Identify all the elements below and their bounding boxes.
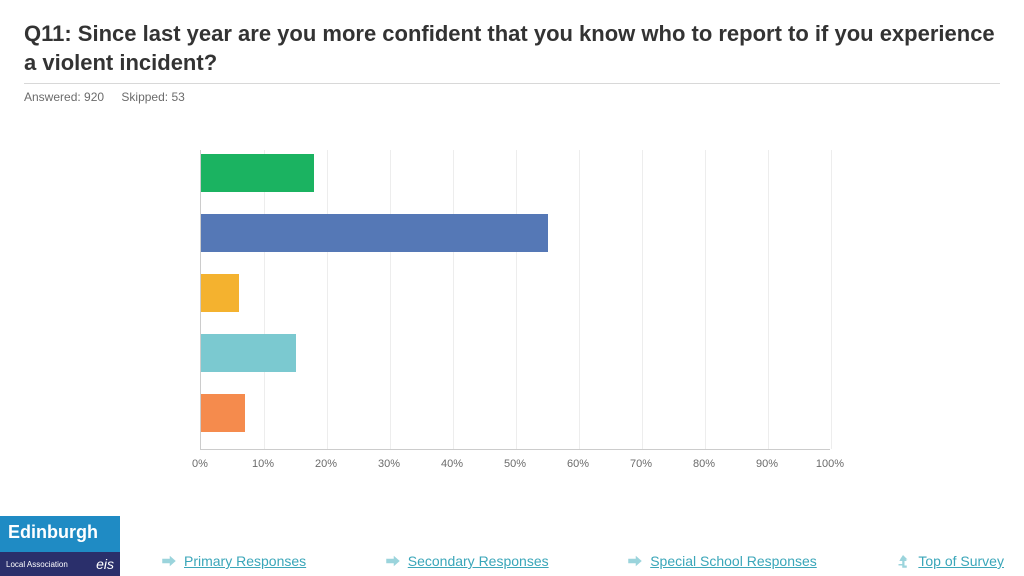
logo-main: Edinburgh <box>8 522 112 543</box>
response-meta: Answered: 920 Skipped: 53 <box>24 90 1000 104</box>
header: Q11: Since last year are you more confid… <box>0 0 1024 112</box>
bar <box>201 274 239 312</box>
nav-link[interactable]: Primary Responses <box>160 552 306 570</box>
footer: Edinburgh Local Association eis Primary … <box>0 538 1024 576</box>
x-axis-label: 80% <box>693 458 715 470</box>
bar-row: N/A <box>201 394 245 432</box>
nav-link[interactable]: Special School Responses <box>626 552 817 570</box>
x-axis-label: 0% <box>192 458 208 470</box>
arrow-forward-icon <box>384 552 402 570</box>
x-axis-label: 30% <box>378 458 400 470</box>
logo-sub: Local Association eis <box>0 552 120 576</box>
gridline <box>327 150 328 449</box>
nav-link[interactable]: Top of Survey <box>894 552 1004 570</box>
nav-links: Primary Responses Secondary Responses Spec… <box>160 552 1004 570</box>
gridline <box>642 150 643 449</box>
nav-link[interactable]: Secondary Responses <box>384 552 549 570</box>
gridline <box>516 150 517 449</box>
x-axis-label: 40% <box>441 458 463 470</box>
gridline <box>579 150 580 449</box>
bar-chart: More confident About the same Less confide… <box>200 150 850 490</box>
bar-row: Less confident <box>201 274 239 312</box>
x-axis-label: 20% <box>315 458 337 470</box>
gridline <box>768 150 769 449</box>
arrow-forward-icon <box>626 552 644 570</box>
logo-sub-right: eis <box>96 556 114 572</box>
gridline <box>831 150 832 449</box>
x-axis-label: 10% <box>252 458 274 470</box>
logo-sub-left: Local Association <box>6 560 68 569</box>
bar <box>201 394 245 432</box>
x-axis-label: 70% <box>630 458 652 470</box>
x-axis-label: 100% <box>816 458 844 470</box>
bar-row: No change (it was already... <box>201 334 296 372</box>
skipped-count: Skipped: 53 <box>121 90 184 104</box>
bar-row: More confident <box>201 154 314 192</box>
divider <box>24 83 1000 84</box>
nav-link-label: Secondary Responses <box>408 553 549 569</box>
gridline <box>390 150 391 449</box>
bar <box>201 154 314 192</box>
nav-link-label: Special School Responses <box>650 553 817 569</box>
gridline <box>705 150 706 449</box>
arrow-forward-icon <box>160 552 178 570</box>
bar <box>201 214 548 252</box>
x-axis-label: 50% <box>504 458 526 470</box>
gridline <box>264 150 265 449</box>
bar-row: About the same <box>201 214 548 252</box>
x-axis-label: 90% <box>756 458 778 470</box>
bar <box>201 334 296 372</box>
nav-link-label: Primary Responses <box>184 553 306 569</box>
plot-area: More confident About the same Less confide… <box>200 150 830 450</box>
gridline <box>453 150 454 449</box>
x-axis-label: 60% <box>567 458 589 470</box>
arrow-up-icon <box>894 552 912 570</box>
edinburgh-logo: Edinburgh Local Association eis <box>0 516 120 576</box>
page-title: Q11: Since last year are you more confid… <box>24 20 1000 77</box>
nav-link-label: Top of Survey <box>918 553 1004 569</box>
answered-count: Answered: 920 <box>24 90 104 104</box>
